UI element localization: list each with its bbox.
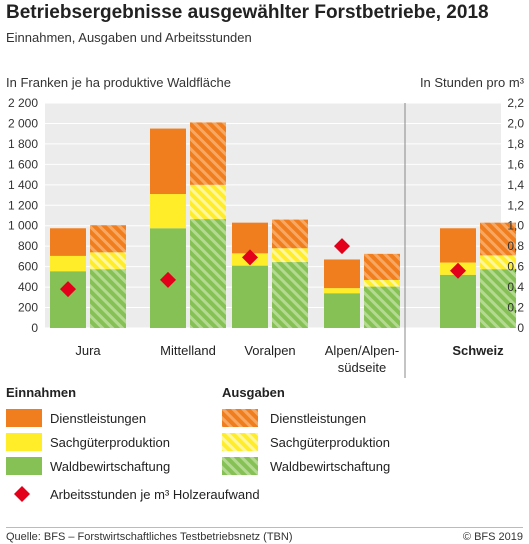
bar-einnahmen-waldbewirtschaftung xyxy=(324,293,360,328)
y-tick-right: 1,2 xyxy=(507,198,524,212)
y-tick-left: 1 000 xyxy=(8,219,38,233)
bar-einnahmen-waldbewirtschaftung xyxy=(440,274,476,328)
y-tick-left: 600 xyxy=(18,260,38,274)
y-tick-right: 1,0 xyxy=(507,219,524,233)
y-tick-right: 0,2 xyxy=(507,301,524,315)
bar-einnahmen-sachgterproduktion xyxy=(324,288,360,294)
bar-ausgaben-waldbewirtschaftung xyxy=(364,286,400,328)
bar-ausgaben-waldbewirtschaftung xyxy=(190,219,226,328)
bar-ausgaben-sachgterproduktion xyxy=(190,184,226,220)
bar-einnahmen-waldbewirtschaftung xyxy=(50,271,86,328)
bar-einnahmen-dienstleistungen xyxy=(150,128,186,195)
bar-ausgaben-dienstleistungen xyxy=(480,222,516,256)
legend-label-ausgaben: Sachgüterproduktion xyxy=(270,435,390,450)
bar-ausgaben-sachgterproduktion xyxy=(480,255,516,270)
legend-swatch-einnahmen-waldbewirtschaftung xyxy=(6,457,42,475)
copyright: © BFS 2019 xyxy=(462,531,523,543)
bar-einnahmen-dienstleistungen xyxy=(232,222,268,254)
diamond-marker xyxy=(60,281,76,298)
y-tick-left: 1 200 xyxy=(8,198,38,212)
diamond-marker xyxy=(160,271,176,288)
category-label: Voralpen xyxy=(244,343,295,358)
bar-einnahmen-dienstleistungen xyxy=(50,228,86,256)
legend-label-einnahmen: Dienstleistungen xyxy=(50,411,146,426)
y-tick-right: 1,8 xyxy=(507,137,524,151)
y-tick-left: 200 xyxy=(18,301,38,315)
y-tick-left: 1 600 xyxy=(8,157,38,171)
bar-einnahmen-dienstleistungen xyxy=(440,228,476,263)
bar-einnahmen-sachgterproduktion xyxy=(150,194,186,229)
bar-ausgaben-sachgterproduktion xyxy=(364,279,400,287)
bar-einnahmen-dienstleistungen xyxy=(324,259,360,289)
legend-label-ausgaben: Waldbewirtschaftung xyxy=(270,459,390,474)
diamond-marker xyxy=(450,262,466,279)
y-tick-right: 0,8 xyxy=(507,239,524,253)
legend-swatch-einnahmen-dienstleistungen xyxy=(6,409,42,427)
bar-ausgaben-sachgterproduktion xyxy=(90,252,126,270)
chart-canvas: 0 200 400 600 800 1 000 1 200 1 400 1 600 1 800 2 … xyxy=(6,75,525,502)
chart-title: Betriebsergebnisse ausgewählter Forstbet… xyxy=(6,2,489,23)
legend-swatch-ausgaben-sachgterproduktion xyxy=(222,433,258,451)
y-tick-right: 1,6 xyxy=(507,157,524,171)
bar-ausgaben-dienstleistungen xyxy=(190,122,226,185)
category-label: Mittelland xyxy=(160,343,216,358)
footer: Quelle: BFS – Forstwirtschaftliches Test… xyxy=(6,527,523,543)
bar-einnahmen-sachgterproduktion xyxy=(50,255,86,272)
legend-heading-einnahmen: Einnahmen xyxy=(6,385,76,400)
y-tick-right: 0,4 xyxy=(507,280,524,294)
y-tick-right: 0 xyxy=(517,321,524,335)
bar-ausgaben-waldbewirtschaftung xyxy=(480,269,516,328)
bar-ausgaben-waldbewirtschaftung xyxy=(90,269,126,328)
bar-ausgaben-waldbewirtschaftung xyxy=(272,262,308,328)
chart-subtitle: Einnahmen, Ausgaben und Arbeitsstunden xyxy=(6,30,252,45)
y-tick-left: 800 xyxy=(18,239,38,253)
y-axis-label-left: In Franken je ha produktive Waldfläche xyxy=(6,75,231,90)
category-label: Schweiz xyxy=(452,343,504,358)
diamond-marker xyxy=(334,238,350,255)
diamond-marker xyxy=(242,249,258,266)
y-tick-left: 2 200 xyxy=(8,96,38,110)
bar-ausgaben-sachgterproduktion xyxy=(272,248,308,263)
legend-heading-ausgaben: Ausgaben xyxy=(222,385,285,400)
legend-swatch-einnahmen-sachgterproduktion xyxy=(6,433,42,451)
legend-label-arbeitsstunden: Arbeitsstunden je m³ Holzeraufwand xyxy=(50,487,260,502)
legend-swatch-ausgaben-waldbewirtschaftung xyxy=(222,457,258,475)
y-axis-label-right: In Stunden pro m³ xyxy=(420,75,525,90)
y-tick-right: 2,0 xyxy=(507,116,524,130)
legend-label-ausgaben: Dienstleistungen xyxy=(270,411,366,426)
bar-ausgaben-dienstleistungen xyxy=(364,253,400,280)
legend-label-einnahmen: Sachgüterproduktion xyxy=(50,435,170,450)
category-label: Alpen/Alpen-südseite xyxy=(325,343,399,375)
y-tick-left: 400 xyxy=(18,280,38,294)
y-tick-left: 2 000 xyxy=(8,116,38,130)
y-tick-right: 2,2 xyxy=(507,96,524,110)
source-note: Quelle: BFS – Forstwirtschaftliches Test… xyxy=(6,531,293,543)
y-tick-left: 0 xyxy=(31,321,38,335)
bar-ausgaben-dienstleistungen xyxy=(90,225,126,253)
y-tick-left: 1 400 xyxy=(8,178,38,192)
category-label: Jura xyxy=(75,343,101,358)
legend-swatch-ausgaben-dienstleistungen xyxy=(222,409,258,427)
legend-label-einnahmen: Waldbewirtschaftung xyxy=(50,459,170,474)
legend-diamond-icon xyxy=(14,486,30,502)
bar-einnahmen-waldbewirtschaftung xyxy=(232,265,268,328)
y-tick-left: 1 800 xyxy=(8,137,38,151)
bar-ausgaben-dienstleistungen xyxy=(272,219,308,249)
y-tick-right: 0,6 xyxy=(507,260,524,274)
y-tick-right: 1,4 xyxy=(507,178,524,192)
